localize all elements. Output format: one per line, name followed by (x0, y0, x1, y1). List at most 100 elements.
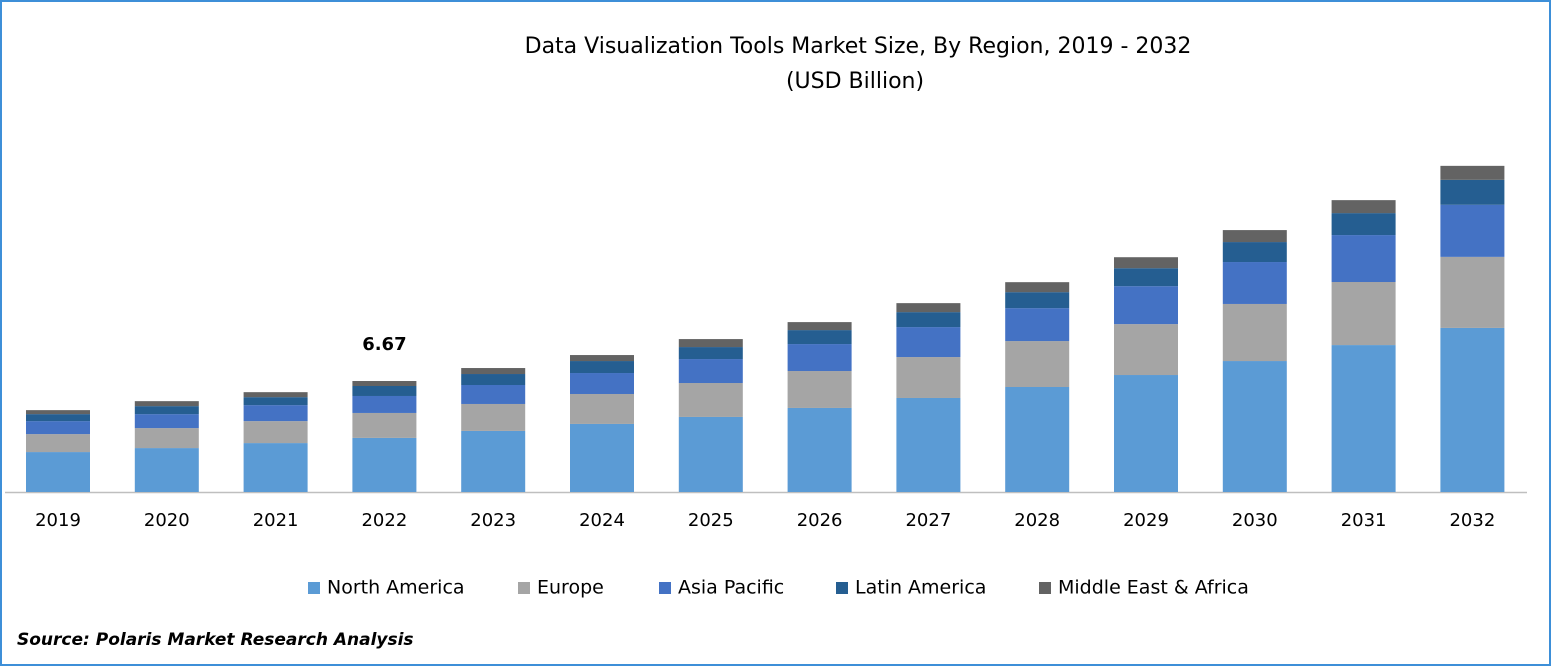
x-tick-label: 2031 (1341, 510, 1387, 531)
bar-segment (461, 430, 526, 492)
bar-segment (570, 373, 634, 394)
x-tick-label: 2024 (579, 510, 625, 531)
bar-segment (1331, 213, 1396, 236)
bar-segment (352, 412, 417, 438)
legend-swatch (659, 582, 671, 594)
bar-segment (678, 383, 743, 417)
bar-segment (352, 381, 417, 387)
bar-segment (896, 312, 961, 328)
bar-segment (1222, 262, 1287, 304)
chart-subtitle: (USD Billion) (786, 69, 924, 94)
bar-segment (1331, 235, 1396, 283)
bar-segment (1114, 257, 1178, 269)
x-tick-label: 2026 (797, 510, 843, 531)
bar-segment (1222, 361, 1287, 492)
legend-label: North America (327, 577, 465, 599)
x-tick-label: 2019 (35, 510, 81, 531)
total-label: 6.67 (362, 334, 406, 355)
bar-segment (1222, 303, 1287, 362)
legend-swatch (308, 582, 320, 594)
bar-segment (678, 347, 743, 360)
x-tick-label: 2022 (361, 510, 407, 531)
bar-segment (26, 410, 90, 415)
bar-segment (1440, 327, 1505, 492)
bar-segment (678, 339, 743, 348)
bar-segment (134, 406, 199, 415)
bar-segment (1222, 242, 1287, 263)
bar-segment (896, 397, 961, 492)
bar-segment (896, 357, 961, 398)
legend-swatch (518, 582, 530, 594)
bar-segment (787, 371, 852, 408)
bar-segment (461, 403, 526, 431)
bar-segment (243, 421, 308, 444)
bar-segment (787, 407, 852, 492)
bar-segment (787, 330, 852, 345)
x-tick-label: 2029 (1123, 510, 1169, 531)
bar-segment (352, 386, 417, 396)
bar-segment (461, 374, 526, 386)
bar-segment (26, 414, 90, 422)
legend-swatch (1039, 582, 1051, 594)
legend-label: Middle East & Africa (1058, 577, 1249, 599)
bar-segment (134, 401, 199, 407)
bar-segment (1222, 230, 1287, 243)
bar-segment (1440, 204, 1505, 257)
bar-segment (461, 385, 526, 404)
bar-segment (1331, 200, 1396, 214)
bar-segment (570, 393, 634, 424)
bar-segment (1331, 282, 1396, 346)
bar-segment (570, 355, 634, 362)
bar-segment (1005, 282, 1070, 293)
bar-segment (570, 361, 634, 374)
bar-segment (787, 344, 852, 372)
bar-segment (26, 452, 90, 492)
legend-label: Europe (537, 577, 604, 599)
bar-segment (1440, 256, 1505, 328)
bar-segment (678, 416, 743, 492)
bar-segment (678, 359, 743, 384)
x-tick-label: 2030 (1232, 510, 1278, 531)
bar-segment (134, 448, 199, 492)
legend-label: Latin America (855, 577, 986, 599)
bar-segment (1331, 345, 1396, 492)
bar-segment (461, 368, 526, 375)
bar-segment (134, 414, 199, 429)
bar-segment (1440, 165, 1505, 180)
bar-segment (1005, 308, 1070, 342)
x-tick-label: 2023 (470, 510, 516, 531)
bar-segment (26, 421, 90, 435)
bar-segment (570, 423, 634, 492)
x-tick-label: 2027 (905, 510, 951, 531)
x-tick-label: 2025 (688, 510, 734, 531)
bar-segment (1114, 268, 1178, 287)
x-tick-label: 2021 (253, 510, 299, 531)
bar-segment (896, 303, 961, 313)
bar-segment (1005, 387, 1070, 492)
x-tick-label: 2028 (1014, 510, 1060, 531)
bar-segment (26, 434, 90, 453)
bar-segment (1005, 292, 1070, 309)
chart-title: Data Visualization Tools Market Size, By… (525, 34, 1192, 59)
bar-segment (352, 395, 417, 413)
bar-segment (243, 405, 308, 422)
legend-label: Asia Pacific (678, 577, 784, 599)
bar-segment (134, 428, 199, 449)
bar-segment (787, 322, 852, 331)
bar-segment (1440, 179, 1505, 205)
bar-segment (896, 327, 961, 358)
bar-segment (243, 397, 308, 406)
source: Source: Polaris Market Research Analysis (17, 630, 414, 650)
bar-segment (1114, 324, 1178, 376)
bar-segment (1114, 375, 1178, 492)
bar-segment (352, 437, 417, 492)
bar-segment (243, 392, 308, 398)
legend-swatch (836, 582, 848, 594)
bar-segment (243, 443, 308, 492)
x-tick-label: 2020 (144, 510, 190, 531)
x-tick-label: 2032 (1449, 510, 1495, 531)
bar-segment (1005, 341, 1070, 388)
bar-segment (1114, 286, 1178, 325)
